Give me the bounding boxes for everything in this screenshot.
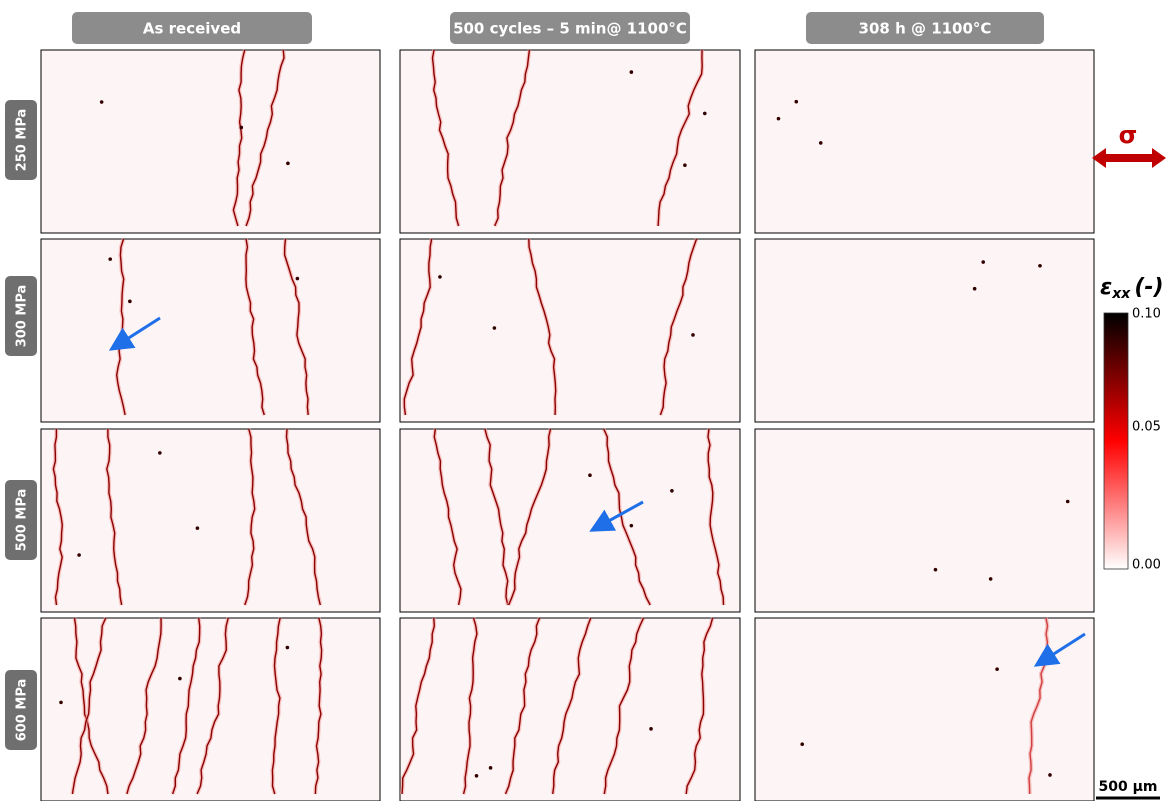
strain-map [41, 429, 380, 612]
pore [196, 526, 200, 530]
row-label: 300 MPa [15, 285, 30, 348]
row-label: 250 MPa [15, 109, 30, 172]
pore [108, 257, 112, 261]
strain-map [41, 50, 380, 233]
pore [493, 326, 497, 330]
colorbar-tick: 0.10 [1132, 307, 1161, 322]
colorbar-tick: 0.05 [1132, 420, 1161, 435]
figure: σ εxx(-) 0.10 0.05 0.00 500 µm As receiv… [0, 0, 1168, 801]
strain-map [755, 429, 1094, 612]
colorbar-unit: (-) [1134, 275, 1163, 300]
strain-map [400, 50, 740, 233]
pore [158, 451, 162, 455]
pore [703, 112, 707, 116]
pore [973, 287, 977, 291]
pore [100, 100, 104, 104]
pore [800, 742, 804, 746]
load-arrow: σ [1092, 121, 1166, 168]
pore [588, 473, 592, 477]
pore [1038, 264, 1042, 268]
strain-map [400, 618, 740, 801]
colorbar: εxx(-) 0.10 0.05 0.00 [1100, 275, 1164, 573]
pore [489, 766, 493, 770]
column-header: 500 cycles – 5 min@ 1100°C [453, 20, 687, 38]
pore [691, 333, 695, 337]
colorbar-scale [1104, 313, 1128, 569]
strain-map [41, 618, 380, 801]
pore [296, 277, 300, 281]
strain-map [755, 50, 1094, 233]
pore [286, 162, 290, 166]
pore [934, 568, 938, 572]
colorbar-symbol: ε [1100, 275, 1112, 300]
strain-map [41, 239, 380, 422]
column-header: As received [143, 20, 241, 38]
strain-maps [41, 50, 1094, 801]
pore [794, 100, 798, 104]
colorbar-tick: 0.00 [1132, 558, 1161, 573]
pore [1048, 773, 1052, 777]
colorbar-title: εxx(-) [1100, 275, 1164, 302]
pore [178, 677, 182, 681]
pore [981, 260, 985, 264]
pore [77, 553, 81, 557]
pore [777, 117, 781, 121]
strain-map [755, 239, 1094, 422]
scale-bar-label: 500 µm [1099, 779, 1158, 795]
row-label: 600 MPa [15, 679, 30, 742]
pore [286, 646, 290, 650]
load-label: σ [1119, 121, 1138, 149]
scale-bar: 500 µm [1096, 779, 1160, 798]
pore [438, 275, 442, 279]
pore [1066, 500, 1070, 504]
pore [989, 577, 993, 581]
colorbar-subscript: xx [1111, 286, 1131, 302]
pore [239, 126, 243, 130]
pore [649, 727, 653, 731]
row-label: 500 MPa [15, 489, 30, 552]
pore [630, 524, 634, 528]
column-header: 308 h @ 1100°C [859, 20, 992, 38]
pore [819, 141, 823, 145]
pore [683, 163, 687, 167]
pore [128, 300, 132, 304]
strain-map [755, 618, 1094, 801]
pore [630, 70, 634, 74]
pore [670, 489, 674, 493]
pore [475, 774, 479, 778]
pore [59, 701, 63, 705]
pore [995, 667, 999, 671]
